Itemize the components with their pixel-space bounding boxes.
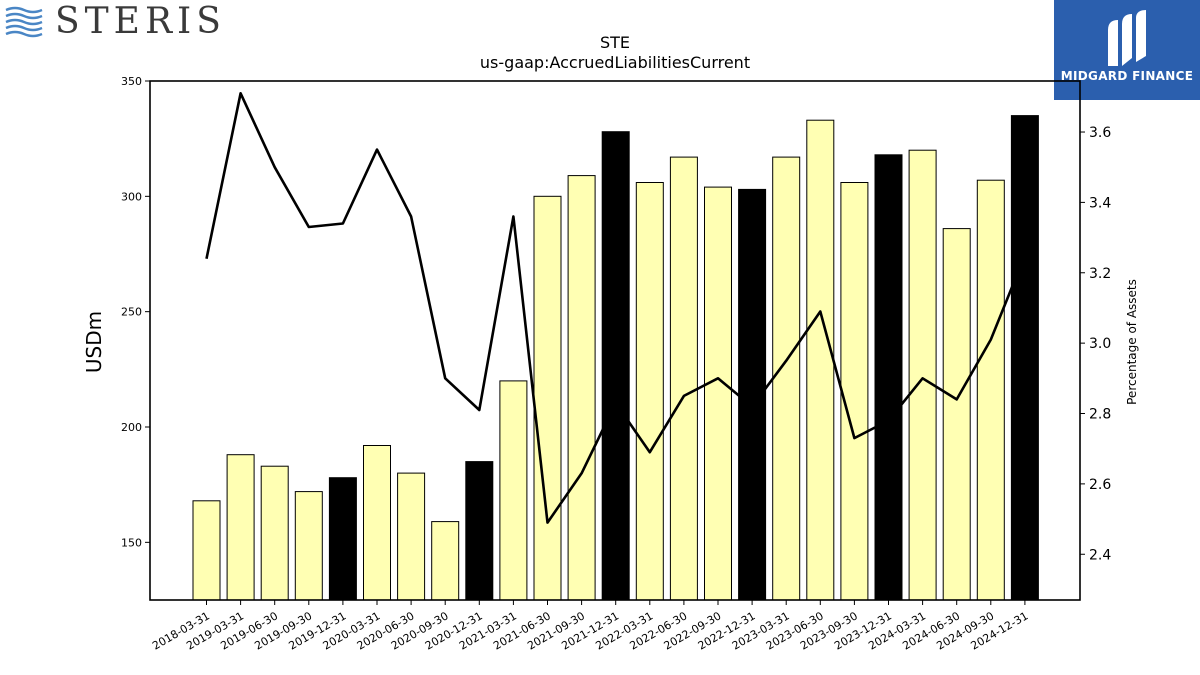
bar	[1010, 115, 1039, 601]
bar	[908, 149, 937, 601]
bar	[533, 195, 562, 601]
midgard-wordmark: MIDGARD FINANCE	[1060, 69, 1194, 83]
bar	[669, 156, 698, 601]
y-axis-label: USDm	[82, 311, 106, 373]
bar	[874, 154, 903, 601]
bar	[806, 119, 835, 601]
steris-logo: STERIS	[5, 4, 226, 40]
bar	[260, 465, 289, 601]
y2-tick-label: 3.2	[1089, 266, 1111, 282]
bar	[499, 380, 528, 601]
y-tick-label: 350	[121, 75, 142, 88]
y-tick-label: 200	[121, 421, 142, 434]
bar	[772, 156, 801, 601]
chart-subtitle: us-gaap:AccruedLiabilitiesCurrent	[480, 53, 750, 72]
y2-tick-label: 3.6	[1089, 125, 1111, 141]
percentage-line	[205, 92, 1027, 524]
y-tick-label: 250	[121, 306, 142, 319]
bar	[465, 461, 494, 601]
bar	[363, 445, 391, 601]
y2-tick-label: 3.0	[1089, 336, 1111, 352]
y2-tick-label: 2.8	[1089, 407, 1111, 423]
steris-wordmark: STERIS	[55, 1, 226, 42]
y-tick-label: 300	[121, 190, 142, 203]
steris-wave-icon	[5, 6, 43, 38]
bar	[226, 454, 255, 601]
y-tick-label: 150	[121, 536, 142, 549]
y2-tick-label: 2.6	[1089, 477, 1111, 493]
bar	[397, 472, 426, 601]
bar	[567, 175, 596, 601]
midgard-m-icon	[1108, 10, 1146, 66]
bar	[840, 182, 869, 601]
y2-axis-label: Percentage of Assets	[1125, 279, 1139, 405]
y2-tick-label: 3.4	[1089, 195, 1111, 211]
plot-area: 1502002503003502.42.62.83.03.23.43.62018…	[121, 75, 1111, 653]
bar	[942, 228, 971, 601]
bar	[976, 179, 1005, 601]
midgard-finance-logo: MIDGARD FINANCE	[1054, 0, 1200, 100]
chart-title: STE	[600, 33, 630, 52]
bar	[431, 521, 460, 601]
plot-frame	[149, 80, 1081, 601]
bar	[192, 500, 221, 601]
bar	[294, 491, 323, 601]
bar	[601, 131, 630, 601]
bar	[635, 182, 664, 601]
bar	[704, 186, 732, 601]
bar	[328, 477, 357, 601]
y2-tick-label: 2.4	[1089, 547, 1111, 563]
